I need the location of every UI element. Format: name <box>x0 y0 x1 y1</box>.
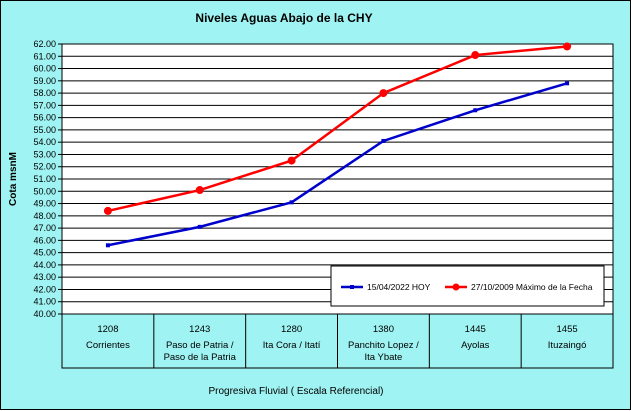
y-tick-label: 47.00 <box>33 223 56 233</box>
data-point <box>471 51 480 60</box>
data-point <box>195 186 204 195</box>
chart-title: Niveles Aguas Abajo de la CHY <box>195 11 372 25</box>
legend-box <box>330 265 605 307</box>
series-line <box>107 45 568 213</box>
y-tick-label: 57.00 <box>33 100 56 110</box>
y-tick-label: 43.00 <box>33 272 56 282</box>
y-axis-ticks: 40.00 41.00 42.00 43.00 44.00 45.00 46.00 47.00… <box>33 39 62 319</box>
y-tick-label: 62.00 <box>33 39 56 49</box>
legend-swatch-marker <box>452 283 460 291</box>
legend-swatch-marker <box>350 285 354 289</box>
legend-label: 27/10/2009 Máximo de la Fecha <box>471 282 593 292</box>
y-tick-label: 40.00 <box>33 309 56 319</box>
category-name-label: Ayolas <box>461 340 490 351</box>
y-tick-label: 51.00 <box>33 174 56 184</box>
data-point <box>289 200 294 205</box>
series-line <box>107 82 568 247</box>
y-tick-label: 55.00 <box>33 125 56 135</box>
y-axis-title: Cota msnM <box>8 152 19 206</box>
y-tick-label: 46.00 <box>33 235 56 245</box>
y-tick-label: 52.00 <box>33 162 56 172</box>
y-tick-label: 50.00 <box>33 186 56 196</box>
x-axis-title: Progresiva Fluvial ( Escala Referencial) <box>208 386 383 397</box>
data-point <box>287 156 296 165</box>
data-point <box>197 224 202 229</box>
y-tick-label: 44.00 <box>33 260 56 270</box>
y-tick-label: 60.00 <box>33 64 56 74</box>
category-km-label: 1455 <box>557 324 578 335</box>
data-point <box>379 89 388 98</box>
series-layer <box>103 42 572 248</box>
data-point <box>103 206 112 215</box>
y-tick-label: 45.00 <box>33 248 56 258</box>
data-point <box>381 138 386 143</box>
category-name-label: Ita Cora / Itatí <box>263 340 321 351</box>
category-km-label: 1243 <box>189 324 210 335</box>
category-km-label: 1208 <box>97 324 118 335</box>
data-point <box>563 42 572 51</box>
legend-label: 15/04/2022 HOY <box>367 282 431 292</box>
category-name-label: Paso de Patria / <box>166 340 234 351</box>
data-point <box>565 81 570 86</box>
y-tick-label: 59.00 <box>33 76 56 86</box>
data-point <box>105 243 110 248</box>
category-name-label-line2: Ita Ybate <box>364 352 402 363</box>
y-tick-label: 49.00 <box>33 199 56 209</box>
legend: 15/04/2022 HOY 27/10/2009 Máximo de la Fe… <box>330 265 605 307</box>
category-name-label-line2: Paso de la Patria <box>164 352 237 363</box>
y-tick-label: 58.00 <box>33 88 56 98</box>
y-tick-label: 56.00 <box>33 113 56 123</box>
category-name-label: Corrientes <box>86 340 130 351</box>
y-tick-label: 48.00 <box>33 211 56 221</box>
category-table: 1208 Corrientes 1243 Paso de Patria /Paso d… <box>61 313 614 369</box>
data-point <box>473 108 478 113</box>
y-tick-label: 53.00 <box>33 149 56 159</box>
y-tick-label: 41.00 <box>33 297 56 307</box>
category-name-label: Ituzaingó <box>548 340 587 351</box>
category-km-label: 1380 <box>373 324 394 335</box>
y-tick-label: 61.00 <box>33 51 56 61</box>
y-tick-label: 54.00 <box>33 137 56 147</box>
category-km-label: 1445 <box>465 324 486 335</box>
category-km-label: 1280 <box>281 324 302 335</box>
category-name-label: Panchito Lopez / <box>348 340 419 351</box>
y-tick-label: 42.00 <box>33 284 56 294</box>
